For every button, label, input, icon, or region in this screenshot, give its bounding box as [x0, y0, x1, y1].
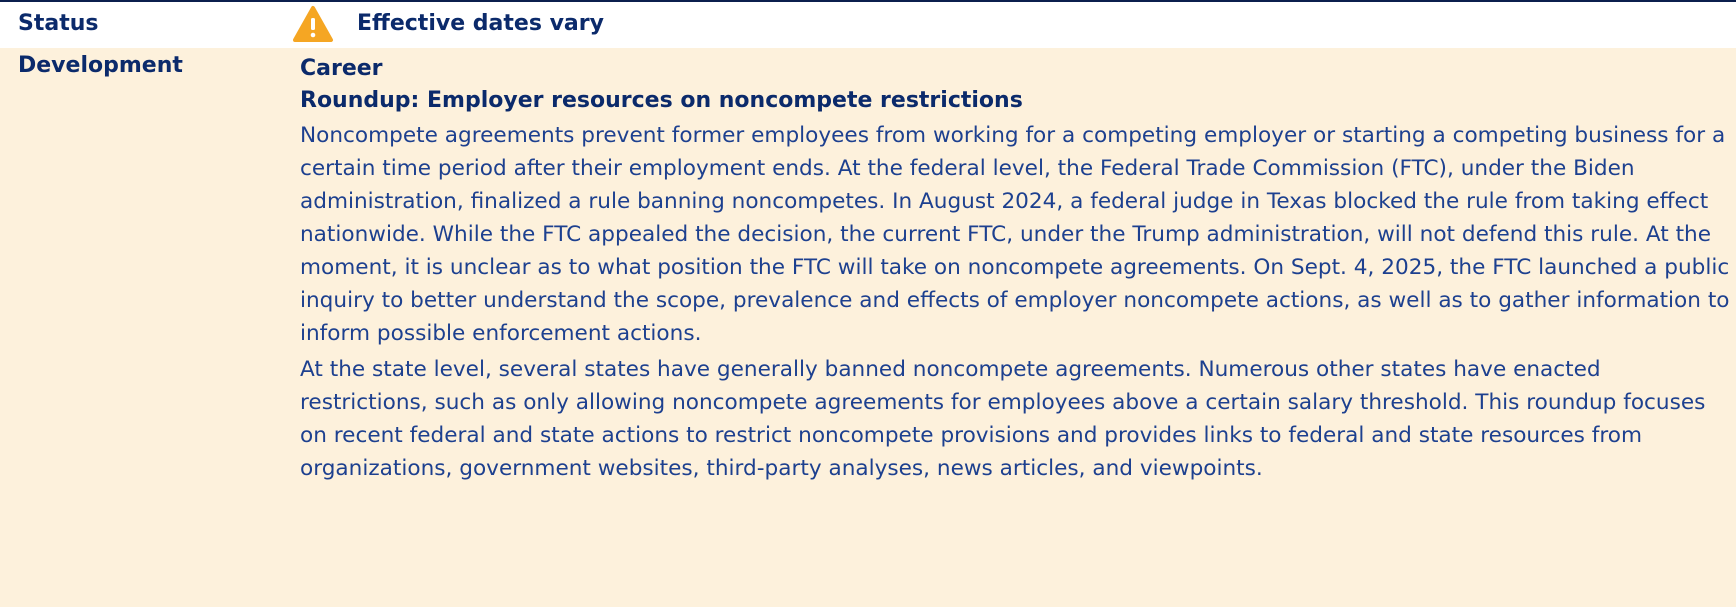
- status-row: Status Effective dates vary: [0, 2, 1736, 48]
- paragraph: At the state level, several states have …: [300, 357, 1706, 481]
- warning-icon: [293, 6, 333, 42]
- status-value: Effective dates vary: [357, 11, 604, 36]
- paragraph: Noncompete agreements prevent former emp…: [300, 123, 1730, 346]
- status-label: Status: [18, 11, 99, 36]
- development-label: Development: [18, 53, 183, 78]
- category: Career: [300, 56, 383, 81]
- roundup-title[interactable]: Roundup: Employer resources on noncompet…: [300, 88, 1023, 113]
- development-content: Career Roundup: Employer resources on no…: [300, 53, 1730, 488]
